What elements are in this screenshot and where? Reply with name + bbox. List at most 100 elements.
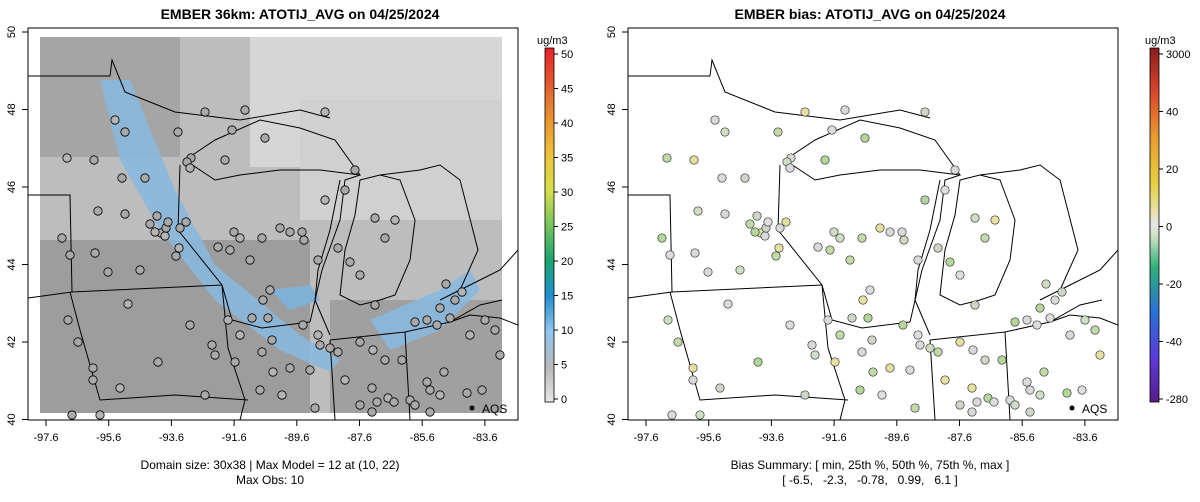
x-tick-label: -89.6 [884,432,909,444]
bias-site [673,337,683,347]
model-field [40,37,502,413]
y-tick-label: 40 [6,413,18,425]
bias-site [898,320,908,330]
x-tick-label: -83.6 [472,432,497,444]
obs-site [90,248,100,258]
bias-site [662,153,672,163]
x-axis: -97.6 -95.6 -93.6 -91.6 -89.6 -87.6 -85.6 -83.6 [33,420,497,444]
bias-site [1022,315,1032,325]
bias-site [940,375,950,385]
obs-site [268,367,278,377]
bias-site [773,127,783,137]
bias-site [970,213,980,223]
y-axis: 50 48 46 44 42 40 [606,26,628,426]
obs-site [275,223,285,233]
colorbar-tick-label: 25 [561,222,573,234]
bias-site [665,250,675,260]
obs-site [230,357,240,367]
obs-site [267,335,277,345]
bias-site [1032,320,1042,330]
right-map-title: EMBER bias: ATOTIJ_AVG on 04/25/2024 [734,6,1006,22]
bias-site [835,233,845,243]
obs-site [333,243,343,253]
obs-site [265,285,275,295]
obs-site [240,105,250,115]
obs-site [345,257,355,267]
bias-site [858,295,868,305]
y-tick-label: 46 [6,181,18,193]
bias-site [723,299,733,309]
bias-site [710,115,720,125]
y-tick-label: 48 [6,103,18,115]
bias-site [740,173,750,183]
bias-site [955,337,965,347]
y-axis: 50 48 46 44 42 40 [6,26,28,426]
x-tick-label: -91.6 [222,432,247,444]
aqs-marker [1069,405,1075,411]
obs-site [174,243,184,253]
bias-site [1041,279,1051,289]
right-footer-line1: Bias Summary: [ min, 25th %, 50th %, 75t… [730,458,1010,472]
obs-site [88,363,98,373]
obs-site [368,345,378,355]
colorbar-tick-label: 3000 [1166,49,1190,61]
colorbar-tick-label: 5 [561,360,567,372]
bias-site [720,127,730,137]
obs-site [277,390,287,400]
obs-site [213,242,223,252]
obs-site [173,127,183,137]
obs-site [255,385,265,395]
bias-site [800,390,810,400]
bias-site [1045,313,1055,323]
obs-site [355,270,365,280]
bias-site [745,219,755,229]
obs-site [325,343,335,353]
obs-site [200,390,210,400]
y-tick-label: 50 [606,26,618,38]
bias-site [913,330,923,340]
colorbar-tick-label: 15 [561,291,573,303]
obs-site [425,385,435,395]
obs-site [235,233,245,243]
obs-site [123,299,133,309]
bias-site [688,375,698,385]
bias-site [885,363,895,373]
bias-site [695,410,705,420]
obs-site [435,390,445,400]
bias-site [920,195,930,205]
y-tick-label: 44 [606,258,618,270]
obs-site [120,127,130,137]
bias-site [800,107,810,117]
bias-site [663,315,673,325]
obs-site [67,410,77,420]
bias-site [868,367,878,377]
obs-site [380,355,390,365]
obs-site [200,107,210,117]
bias-site [785,163,795,173]
obs-site [340,185,350,195]
obs-site [439,367,449,377]
bias-site [945,257,955,267]
obs-site [298,320,308,330]
bias-site [955,400,965,410]
colorbar [544,47,555,403]
obs-site [153,357,163,367]
x-tick-label: -89.6 [284,432,309,444]
obs-site [350,165,360,175]
bias-site [693,206,703,216]
bias-site [990,215,1000,225]
obs-site [150,227,160,237]
bias-site [875,223,885,233]
colorbar-tick-label: 0 [1166,222,1172,234]
obs-site [210,350,220,360]
obs-site [247,313,257,323]
bias-site [1095,350,1105,360]
obs-site [140,173,150,183]
bias-site [899,235,909,245]
obs-site [422,377,432,387]
colorbar-unit: ug/m3 [537,35,568,47]
bias-site [1057,287,1067,297]
bias-site [955,270,965,280]
bias-site [771,251,781,261]
colorbar-tick-label: -40 [1166,337,1182,349]
